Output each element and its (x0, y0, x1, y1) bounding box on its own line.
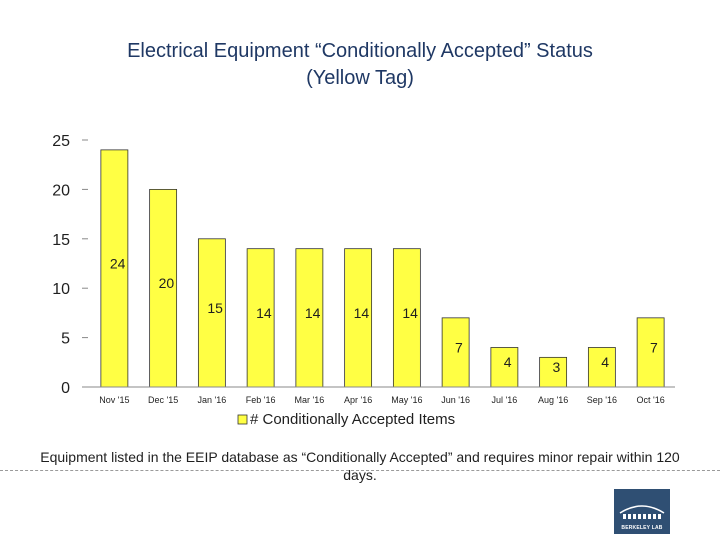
divider (0, 470, 720, 471)
x-tick-label: Sep '16 (587, 395, 617, 405)
legend-label: # Conditionally Accepted Items (250, 411, 455, 428)
x-tick-label: Jun '16 (441, 395, 470, 405)
logo-text: BERKELEY LAB (621, 525, 663, 531)
berkeley-lab-logo: BERKELEY LAB (614, 489, 670, 534)
bar-value-label: 15 (207, 300, 223, 316)
x-tick-label: Apr '16 (344, 395, 372, 405)
x-tick-label: Aug '16 (538, 395, 568, 405)
bar-value-label: 14 (354, 305, 370, 321)
bar-value-label: 4 (504, 354, 512, 370)
bar (246, 248, 275, 388)
x-tick-label: May '16 (391, 395, 422, 405)
bar (441, 317, 470, 388)
bar-value-label: 3 (552, 359, 560, 375)
x-tick-label: Jan '16 (198, 395, 227, 405)
x-axis-labels: Nov '15 Dec '15 Jan '16 Feb '16 Mar '16 Apr '… (99, 395, 664, 405)
bar (197, 238, 226, 388)
y-tick-label: 10 (52, 281, 70, 298)
bar-value-label: 14 (305, 305, 321, 321)
bar (539, 356, 568, 388)
x-tick-label: Mar '16 (295, 395, 325, 405)
bar-value-label: 7 (455, 339, 463, 355)
bar (295, 248, 324, 388)
x-tick-label: Dec '15 (148, 395, 178, 405)
y-tick-label: 5 (61, 331, 70, 348)
bar-value-label: 14 (256, 305, 272, 321)
x-tick-label: Jul '16 (492, 395, 518, 405)
bar (587, 347, 616, 388)
title-line-2: (Yellow Tag) (306, 67, 414, 89)
bar (490, 347, 519, 388)
x-tick-label: Feb '16 (246, 395, 276, 405)
bar-value-label: 24 (110, 255, 126, 271)
y-tick-label: 0 (61, 380, 70, 397)
footnote-caption: Equipment listed in the EEIP database as… (40, 449, 680, 483)
y-tick-label: 20 (52, 182, 70, 199)
title-line-1: Electrical Equipment “Conditionally Acce… (127, 40, 593, 62)
bar (149, 188, 178, 388)
y-axis: 0 5 10 15 20 25 (52, 133, 88, 397)
x-tick-label: Oct '16 (637, 395, 665, 405)
bar (344, 248, 373, 388)
legend-swatch (237, 414, 248, 425)
bar-chart: 0 5 10 15 20 25 24 20 15 14 14 14 14 7 4 3 4 7 Nov '15 De… (52, 133, 675, 428)
bar-value-label: 14 (402, 305, 418, 321)
bar-value-label: 20 (159, 275, 175, 291)
bar (392, 248, 421, 388)
bar-value-label: 4 (601, 354, 609, 370)
bar (636, 317, 665, 388)
bars: 24 20 15 14 14 14 14 7 4 3 4 7 (82, 149, 675, 388)
x-tick-label: Nov '15 (99, 395, 129, 405)
legend: # Conditionally Accepted Items (237, 411, 455, 428)
chart-title: Electrical Equipment “Conditionally Acce… (20, 38, 700, 92)
y-tick-label: 25 (52, 133, 70, 150)
y-tick-label: 15 (52, 232, 70, 249)
building-icon (619, 505, 665, 519)
bar-value-label: 7 (650, 339, 658, 355)
